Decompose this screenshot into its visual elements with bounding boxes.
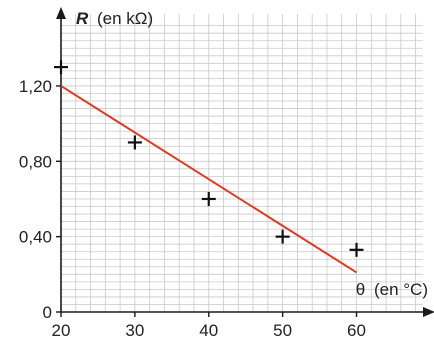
data-points [54,60,364,257]
ticks: 20 30 40 50 60 0 0,40 0,80 1,20 [19,77,366,340]
x-tick-label: 20 [52,321,71,340]
x-tick-label: 40 [199,321,218,340]
fit-line [60,85,358,274]
data-point [201,191,216,206]
x-tick-label: 30 [125,321,144,340]
data-point [349,242,364,257]
x-axis-unit: (en °C) [374,280,428,299]
y-tick-label: 0 [43,303,52,322]
data-point [54,60,68,75]
y-tick-label: 0,40 [19,228,52,247]
x-tick-label: 50 [273,321,292,340]
x-tick-label: 60 [347,321,366,340]
grid [60,14,423,312]
y-tick-label: 1,20 [19,77,52,96]
data-point [127,135,142,150]
x-axis-symbol: θ [356,280,365,299]
x-axis-label: θ (en °C) [356,280,428,299]
axes [56,7,434,317]
y-axis-label: R (en kΩ) [76,9,153,28]
y-tick-label: 0,80 [19,152,52,171]
y-axis-arrow [56,7,66,19]
x-axis-arrow [423,307,434,317]
y-axis-unit: (en kΩ) [97,9,153,28]
data-point [275,229,290,244]
y-axis-symbol: R [76,9,89,28]
